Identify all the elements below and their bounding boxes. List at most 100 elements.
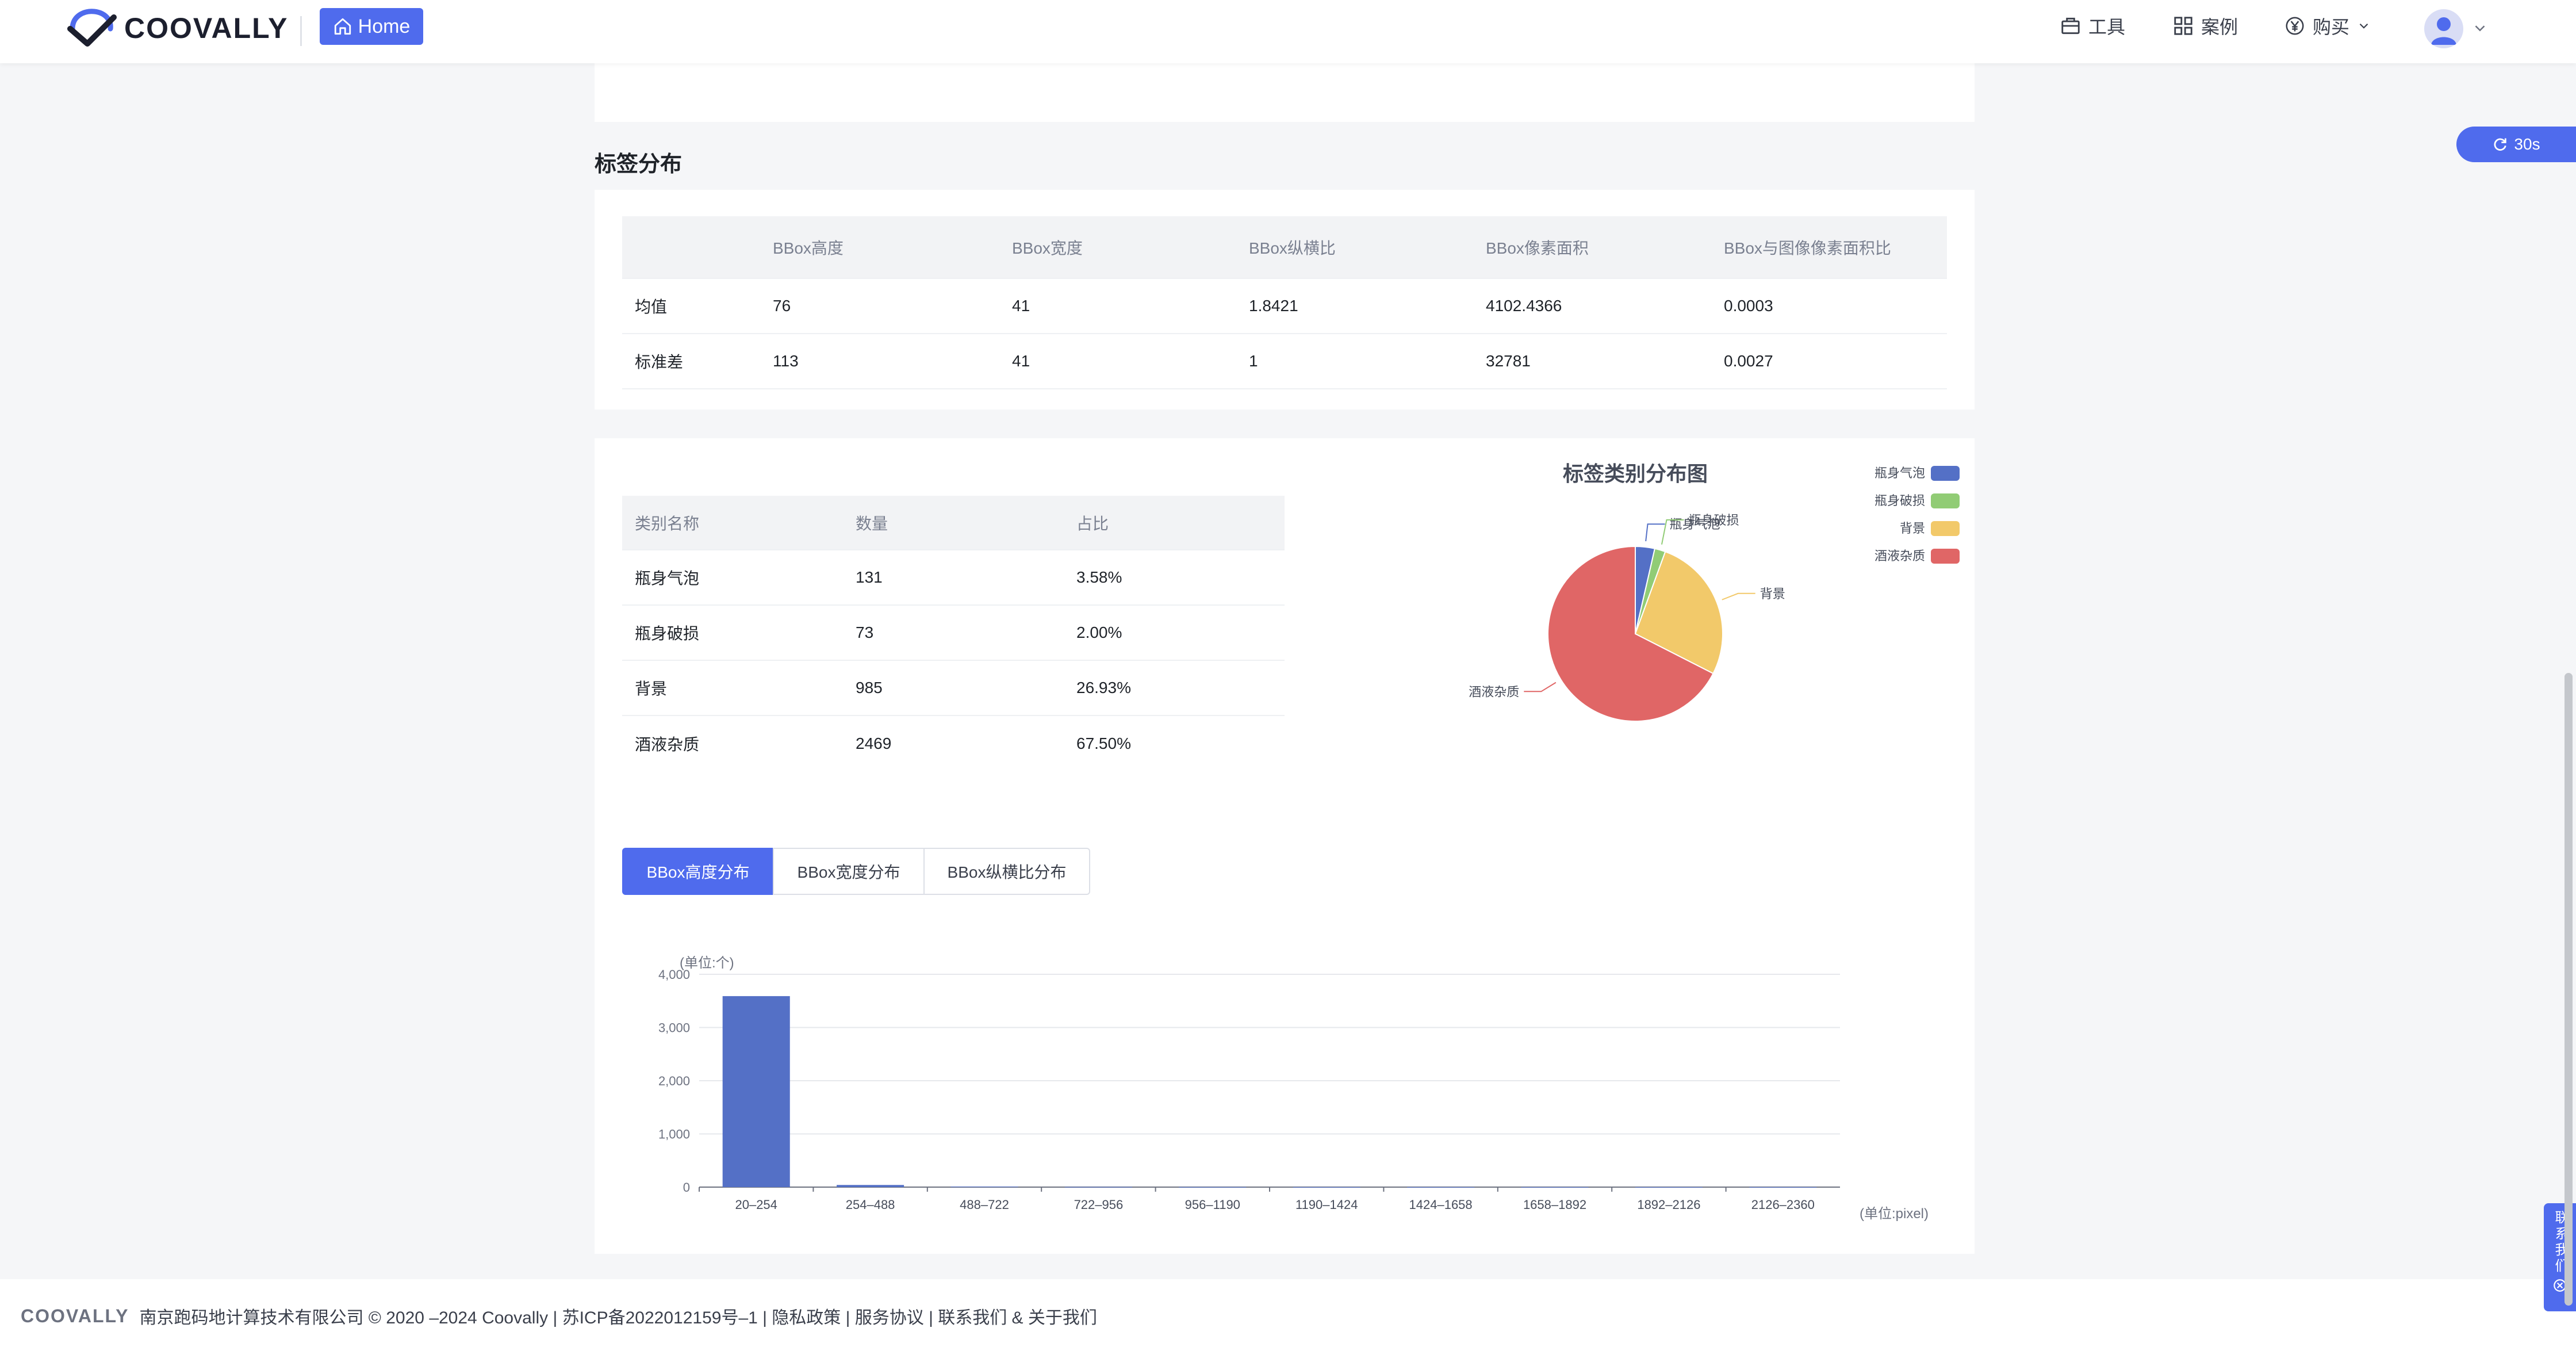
table-cell: 131	[843, 550, 1064, 606]
table-cell: 41	[999, 334, 1236, 389]
nav-buy[interactable]: 购买	[2284, 13, 2371, 39]
column-header: 数量	[843, 496, 1064, 550]
column-header: BBox纵横比	[1236, 216, 1473, 279]
bar[interactable]	[837, 1185, 904, 1187]
column-header: BBox高度	[760, 216, 999, 279]
nav-cases[interactable]: 案例	[2172, 13, 2238, 39]
bbox-stats-table: BBox高度 BBox宽度 BBox纵横比 BBox像素面积 BBox与图像像素…	[622, 216, 1947, 389]
pie-label-line	[1722, 592, 1755, 600]
user-menu-chevron-icon[interactable]	[2471, 20, 2489, 37]
column-header: BBox宽度	[999, 216, 1236, 279]
x-tick-label: 488–722	[960, 1197, 1009, 1212]
distribution-card: 类别名称 数量 占比 瓶身气泡 131 3.58% 瓶身破损 73 2.00% …	[595, 438, 1975, 1254]
bar[interactable]	[1179, 1187, 1247, 1188]
footer-text: COOVALLY 南京跑码地计算技术有限公司 © 2020 –2024 Coov…	[21, 1303, 1097, 1329]
header-divider	[300, 16, 302, 46]
y-tick-label: 2,000	[658, 1074, 690, 1088]
x-tick-label: 2126–2360	[1751, 1197, 1815, 1212]
legend-swatch[interactable]	[1931, 493, 1960, 508]
brand-name: COOVALLY	[124, 12, 289, 44]
legend-swatch[interactable]	[1931, 549, 1960, 564]
bar[interactable]	[1064, 1187, 1132, 1188]
table-cell: 113	[760, 334, 999, 389]
table-cell: 瓶身破损	[622, 605, 843, 661]
top-header: COOVALLY Home 工具 案例 购买	[0, 0, 2576, 63]
x-tick-label: 722–956	[1074, 1197, 1124, 1212]
table-cell: 1.8421	[1236, 278, 1473, 334]
table-cell: 4102.4366	[1473, 278, 1711, 334]
logo[interactable]: COOVALLY	[64, 6, 288, 51]
bar[interactable]	[1293, 1187, 1360, 1188]
x-axis-unit-label: (单位:pixel)	[1860, 1206, 1929, 1222]
table-cell: 2469	[856, 734, 892, 752]
home-icon	[334, 18, 351, 35]
pie-chart-title: 标签类别分布图	[1563, 462, 1708, 485]
nav-tools[interactable]: 工具	[2060, 13, 2125, 39]
bbox-stats-card: BBox高度 BBox宽度 BBox纵横比 BBox像素面积 BBox与图像像素…	[595, 190, 1975, 410]
table-cell: 26.93%	[1064, 660, 1285, 716]
refresh-timer[interactable]: 30s	[2456, 127, 2576, 162]
table-cell: 3.58%	[1064, 550, 1285, 606]
table-cell: 标准差	[622, 334, 760, 389]
column-header: 占比	[1064, 496, 1285, 550]
table-row: 瓶身气泡 131 3.58%	[622, 550, 1285, 606]
bar[interactable]	[1635, 1187, 1703, 1188]
chevron-down-icon	[2359, 23, 2368, 29]
y-axis-unit-label: (单位:个)	[680, 955, 734, 971]
page-scrollbar[interactable]	[2564, 673, 2573, 1306]
table-cell: 瓶身气泡	[622, 550, 843, 606]
table-cell: 41	[999, 278, 1236, 334]
x-tick-label: 1424–1658	[1409, 1197, 1473, 1212]
table-cell: 985	[843, 660, 1064, 716]
table-cell: 1	[1236, 334, 1473, 389]
table-cell: 均值	[622, 278, 760, 334]
table-row: 瓶身破损 73 2.00%	[622, 605, 1285, 661]
user-avatar[interactable]	[2424, 9, 2463, 48]
nav-buy-label: 购买	[2313, 17, 2350, 37]
table-cell: 背景	[622, 660, 843, 716]
legend-label: 瓶身破损	[1874, 493, 1925, 508]
legend-swatch[interactable]	[1931, 521, 1960, 536]
legend-label: 背景	[1900, 521, 1925, 535]
footer: COOVALLY 南京跑码地计算技术有限公司 © 2020 –2024 Coov…	[0, 1279, 2576, 1347]
tab-bbox-height[interactable]: BBox高度分布	[622, 848, 774, 895]
bar[interactable]	[722, 996, 790, 1187]
table-header-row: BBox高度 BBox宽度 BBox纵横比 BBox像素面积 BBox与图像像素…	[622, 216, 1947, 279]
nav-cases-label: 案例	[2201, 17, 2238, 37]
table-cell: 67.50%	[1076, 734, 1131, 752]
bar[interactable]	[1521, 1187, 1589, 1188]
bar[interactable]	[1407, 1187, 1475, 1188]
column-header: BBox与图像像素面积比	[1711, 216, 1947, 279]
y-tick-label: 3,000	[658, 1021, 690, 1035]
table-cell: 0.0003	[1711, 278, 1947, 334]
table-cell: 32781	[1473, 334, 1711, 389]
x-tick-label: 1892–2126	[1637, 1197, 1700, 1212]
y-tick-label: 0	[683, 1180, 690, 1195]
tab-bbox-width[interactable]: BBox宽度分布	[773, 848, 925, 895]
column-header	[622, 216, 760, 279]
legend-label: 瓶身气泡	[1874, 466, 1925, 480]
table-cell: 酒液杂质	[635, 735, 700, 753]
pie-slice[interactable]	[1634, 550, 1723, 675]
table-row: 酒液杂质 2469 67.50%	[622, 715, 1285, 771]
table-header-row: 类别名称 数量 占比	[622, 496, 1285, 550]
table-cell: 2.00%	[1064, 605, 1285, 661]
x-tick-label: 1658–1892	[1523, 1197, 1586, 1212]
pie-slice[interactable]	[1547, 545, 1714, 722]
tab-bbox-aspect-ratio[interactable]: BBox纵横比分布	[923, 848, 1090, 895]
yen-icon	[2286, 17, 2304, 35]
pie-label-line	[1661, 519, 1684, 545]
footer-copyright[interactable]: 南京跑码地计算技术有限公司 © 2020 –2024 Coovally | 苏I…	[139, 1308, 1097, 1327]
legend-swatch[interactable]	[1931, 466, 1960, 481]
table-row: 标准差 113 41 1 32781 0.0027	[622, 334, 1947, 389]
column-header: BBox像素面积	[1473, 216, 1711, 279]
table-row: 背景 985 26.93%	[622, 660, 1285, 716]
home-button[interactable]: Home	[320, 8, 423, 45]
category-table: 类别名称 数量 占比 瓶身气泡 131 3.58% 瓶身破损 73 2.00% …	[622, 496, 1285, 771]
pie-slice-label: 酒液杂质	[1469, 684, 1519, 699]
bar[interactable]	[1749, 1187, 1817, 1188]
user-icon	[2431, 17, 2456, 45]
toolbox-icon	[2061, 17, 2080, 35]
bbox-height-bar-chart: (单位:个) (单位:pixel) 01,0002,0003,0004,000 …	[658, 955, 1929, 1222]
